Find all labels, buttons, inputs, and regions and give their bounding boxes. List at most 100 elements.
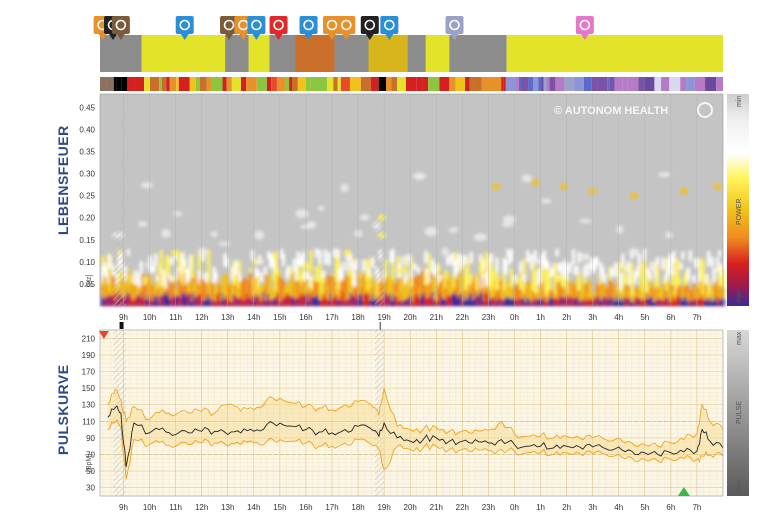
heatmap-cell bbox=[198, 294, 202, 306]
heatmap-cell bbox=[305, 293, 309, 306]
heatmap-cell bbox=[656, 297, 660, 306]
x-tick-label: 3h bbox=[588, 313, 597, 322]
heatmap-cell bbox=[712, 284, 716, 301]
pin-glyph bbox=[251, 19, 262, 31]
heatmap-cell bbox=[227, 284, 231, 301]
heatmap-cell bbox=[305, 271, 309, 280]
lebensfeuer-y-ticks: 0.45 0.40 0.35 0.30 0.25 0.20 0.15 0.10 0.05 bbox=[79, 103, 95, 289]
heatmap-cell bbox=[351, 262, 355, 272]
activity-segment bbox=[425, 35, 450, 72]
heatmap-cell bbox=[146, 277, 150, 280]
heatmap-cell bbox=[502, 290, 506, 301]
heatmap-cell bbox=[300, 284, 304, 295]
heatmap-cell bbox=[561, 271, 565, 278]
heatmap-cell bbox=[270, 288, 275, 300]
state-segment bbox=[521, 77, 529, 91]
heatmap-cell bbox=[577, 272, 581, 291]
y-tick-label: 170 bbox=[82, 368, 96, 377]
heatmap-cell bbox=[338, 269, 342, 282]
y-tick-label: 0.40 bbox=[79, 125, 95, 134]
state-segment bbox=[543, 77, 547, 91]
heatmap-cell bbox=[502, 258, 506, 272]
state-segment bbox=[654, 77, 662, 91]
state-segment bbox=[481, 77, 492, 91]
heatmap-cell bbox=[690, 301, 694, 306]
heatmap-cell bbox=[415, 294, 419, 306]
heatmap-cell bbox=[672, 251, 676, 263]
heatmap-cell bbox=[710, 301, 714, 306]
heatmap-cell bbox=[101, 266, 105, 281]
heatmap-cell bbox=[170, 298, 174, 306]
heatmap-cell bbox=[216, 294, 220, 306]
heatmap-cell bbox=[157, 287, 162, 302]
heatmap-cell bbox=[696, 258, 700, 268]
heatmap-cell bbox=[294, 266, 298, 281]
heatmap-cell bbox=[210, 301, 214, 306]
heatmap-cell bbox=[270, 299, 275, 306]
heatmap-cell bbox=[716, 283, 720, 302]
heatmap-cell bbox=[407, 296, 412, 306]
heatmap-cell bbox=[156, 291, 160, 297]
state-segment bbox=[327, 77, 334, 91]
heatmap-cell bbox=[135, 284, 140, 297]
heatmap-cell bbox=[353, 272, 357, 287]
x-tick-label: 11h bbox=[169, 313, 182, 322]
heatmap-cell bbox=[570, 296, 574, 306]
heatmap-cell bbox=[146, 294, 151, 306]
heatmap-cell bbox=[683, 296, 687, 306]
heatmap-cell bbox=[719, 263, 723, 277]
heatmap-cell bbox=[343, 275, 348, 302]
heatmap-cell bbox=[384, 292, 388, 306]
heatmap-cell bbox=[508, 254, 512, 265]
heatmap-cell bbox=[479, 254, 483, 262]
state-segment bbox=[644, 77, 655, 91]
heatmap-cell bbox=[608, 296, 612, 306]
state-segment bbox=[422, 77, 429, 91]
heatmap-cell bbox=[533, 293, 537, 301]
heatmap-cell bbox=[489, 297, 494, 306]
heatmap-cell bbox=[455, 259, 459, 274]
heatmap-cell bbox=[373, 300, 377, 306]
heatmap-cell bbox=[457, 253, 461, 264]
heatmap-cell bbox=[438, 274, 442, 283]
heatmap-cell bbox=[369, 273, 373, 279]
state-segment bbox=[694, 77, 706, 91]
heatmap-cell bbox=[480, 257, 484, 285]
heatmap-cell bbox=[183, 273, 187, 293]
heatmap-cell bbox=[453, 294, 457, 306]
heatmap-cell bbox=[623, 265, 627, 285]
heatmap-cell bbox=[468, 295, 472, 306]
heatmap-cell bbox=[499, 297, 503, 306]
heatmap-cell bbox=[300, 254, 304, 266]
x-tick-label: 22h bbox=[456, 503, 469, 512]
heatmap-cell bbox=[179, 266, 183, 276]
heatmap-cell bbox=[400, 292, 404, 302]
heatmap-cell bbox=[480, 284, 485, 294]
heatmap-cell bbox=[482, 259, 486, 271]
heatmap-cell bbox=[360, 293, 364, 306]
heatmap-cell bbox=[223, 299, 227, 306]
heatmap-spot bbox=[161, 228, 171, 238]
heatmap-cell bbox=[562, 287, 567, 298]
heatmap-cell bbox=[592, 301, 596, 306]
heatmap-cell bbox=[391, 258, 395, 280]
heatmap-cell bbox=[661, 300, 665, 306]
heatmap-cell bbox=[238, 298, 242, 306]
heatmap-cell bbox=[683, 285, 687, 297]
heatmap-cell bbox=[544, 259, 548, 269]
heatmap-cell bbox=[634, 297, 638, 306]
state-segment bbox=[161, 77, 167, 91]
heatmap-cell bbox=[342, 292, 346, 306]
heatmap-cell bbox=[287, 265, 291, 280]
state-color-strip bbox=[100, 77, 723, 91]
heatmap-cell bbox=[590, 299, 594, 306]
heatmap-cell bbox=[624, 297, 629, 306]
heatmap-cell bbox=[150, 296, 154, 306]
heatmap-cell bbox=[555, 248, 559, 257]
x-tick-label: 4h bbox=[614, 313, 623, 322]
heatmap-cell bbox=[298, 298, 302, 306]
heatmap-cell bbox=[188, 293, 193, 306]
heatmap-cell bbox=[263, 288, 267, 301]
heatmap-cell bbox=[624, 284, 629, 298]
heatmap-cell bbox=[533, 250, 537, 262]
